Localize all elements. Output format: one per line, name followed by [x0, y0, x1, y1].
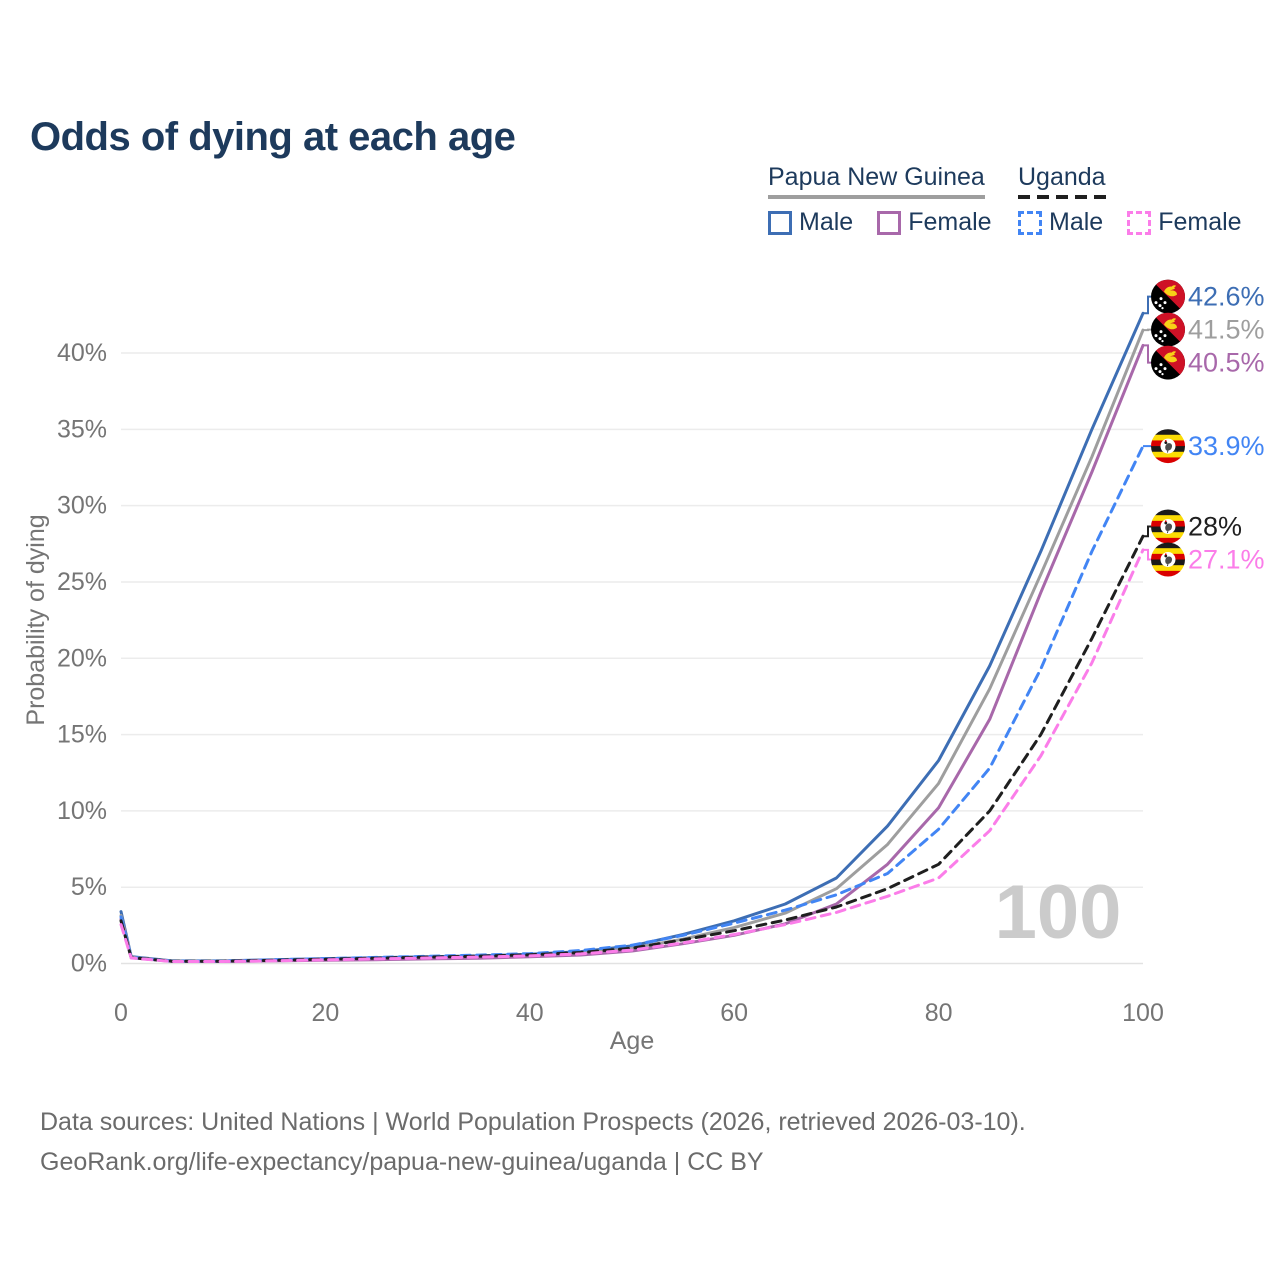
y-axis-title: Probability of dying [22, 514, 50, 725]
age-watermark: 100 [995, 870, 1122, 955]
legend: Papua New Guinea Male Female Uganda Male [0, 163, 1280, 243]
uganda-female-swatch-icon [1127, 210, 1152, 235]
uganda-flag-icon [1151, 509, 1185, 544]
y-axis-tick-label: 20% [57, 644, 107, 672]
footer-data-sources: Data sources: United Nations | World Pop… [40, 1108, 1026, 1136]
end-label-connector [1143, 344, 1151, 364]
legend-item-png-female[interactable]: Female [877, 208, 992, 237]
series-line-papua-new-guinea-male[interactable] [119, 311, 1145, 963]
footer: Data sources: United Nations | World Pop… [40, 1102, 1026, 1182]
series-line-uganda-female[interactable] [119, 548, 1145, 963]
legend-item-label: Female [908, 208, 992, 236]
y-axis-tick-label: 35% [57, 415, 107, 443]
papua-new-guinea-rule-swatch-icon [768, 195, 985, 199]
legend-item-png-male[interactable]: Male [768, 208, 853, 237]
series-line-papua-new-guinea-female[interactable] [119, 343, 1145, 963]
y-axis-tick-label: 5% [71, 873, 107, 901]
legend-item-uganda-female[interactable]: Female [1127, 208, 1242, 237]
x-axis-tick-label: 80 [925, 999, 953, 1027]
x-axis-tick-label: 60 [720, 999, 748, 1027]
y-axis-tick-label: 25% [57, 568, 107, 596]
legend-country-label: Papua New Guinea [768, 163, 985, 191]
legend-group-uganda: Uganda Male Female [1018, 163, 1266, 237]
x-axis-tick-label: 20 [311, 999, 339, 1027]
legend-country-uganda[interactable]: Uganda [1018, 163, 1106, 199]
end-label-connector [1143, 295, 1151, 315]
legend-country-label: Uganda [1018, 163, 1106, 191]
end-value-label-papua-new-guinea-male: 42.6% [1188, 282, 1265, 312]
legend-item-uganda-male[interactable]: Male [1018, 208, 1103, 237]
footer-permalink: GeoRank.org/life-expectancy/papua-new-gu… [40, 1148, 764, 1176]
papua-new-guinea-flag-icon [1151, 345, 1185, 380]
y-axis-tick-label: 10% [57, 797, 107, 825]
x-axis-tick-label: 40 [516, 999, 544, 1027]
end-value-label-papua-new-guinea-total: 41.5% [1188, 315, 1265, 345]
x-axis-title: Age [610, 1027, 654, 1055]
x-axis-tick-label: 0 [114, 999, 128, 1027]
papua-new-guinea-flag-icon [1151, 279, 1185, 314]
legend-country-papua-new-guinea[interactable]: Papua New Guinea [768, 163, 985, 199]
x-axis-tick-label: 100 [1122, 999, 1164, 1027]
end-value-label-papua-new-guinea-female: 40.5% [1188, 348, 1265, 378]
y-axis-tick-label: 0% [71, 950, 107, 978]
papua-new-guinea-flag-icon [1151, 312, 1185, 347]
uganda-flag-icon [1151, 542, 1185, 577]
legend-item-label: Male [799, 208, 854, 236]
png-male-swatch-icon [768, 210, 792, 235]
end-label-connector [1143, 328, 1151, 332]
legend-item-label: Female [1158, 208, 1242, 236]
uganda-flag-icon [1151, 429, 1185, 464]
series-line-papua-new-guinea-total[interactable] [119, 328, 1145, 963]
legend-group-papua-new-guinea: Papua New Guinea Male Female [768, 163, 1016, 237]
uganda-rule-swatch-icon [1018, 195, 1106, 199]
uganda-male-swatch-icon [1018, 210, 1042, 235]
series-line-uganda-total[interactable] [119, 534, 1145, 963]
png-female-swatch-icon [877, 210, 902, 235]
y-axis-tick-label: 15% [57, 721, 107, 749]
end-label-connector [1143, 548, 1151, 561]
end-value-label-uganda-male: 33.9% [1188, 431, 1265, 461]
end-value-label-uganda-total: 28% [1188, 512, 1242, 542]
page-title: Odds of dying at each age [30, 114, 516, 159]
y-axis-tick-label: 30% [57, 492, 107, 520]
legend-item-label: Male [1049, 208, 1104, 236]
end-value-label-uganda-female: 27.1% [1188, 545, 1265, 575]
y-axis-tick-label: 40% [57, 339, 107, 367]
end-label-connector [1143, 525, 1151, 538]
series-line-uganda-male[interactable] [119, 444, 1145, 963]
